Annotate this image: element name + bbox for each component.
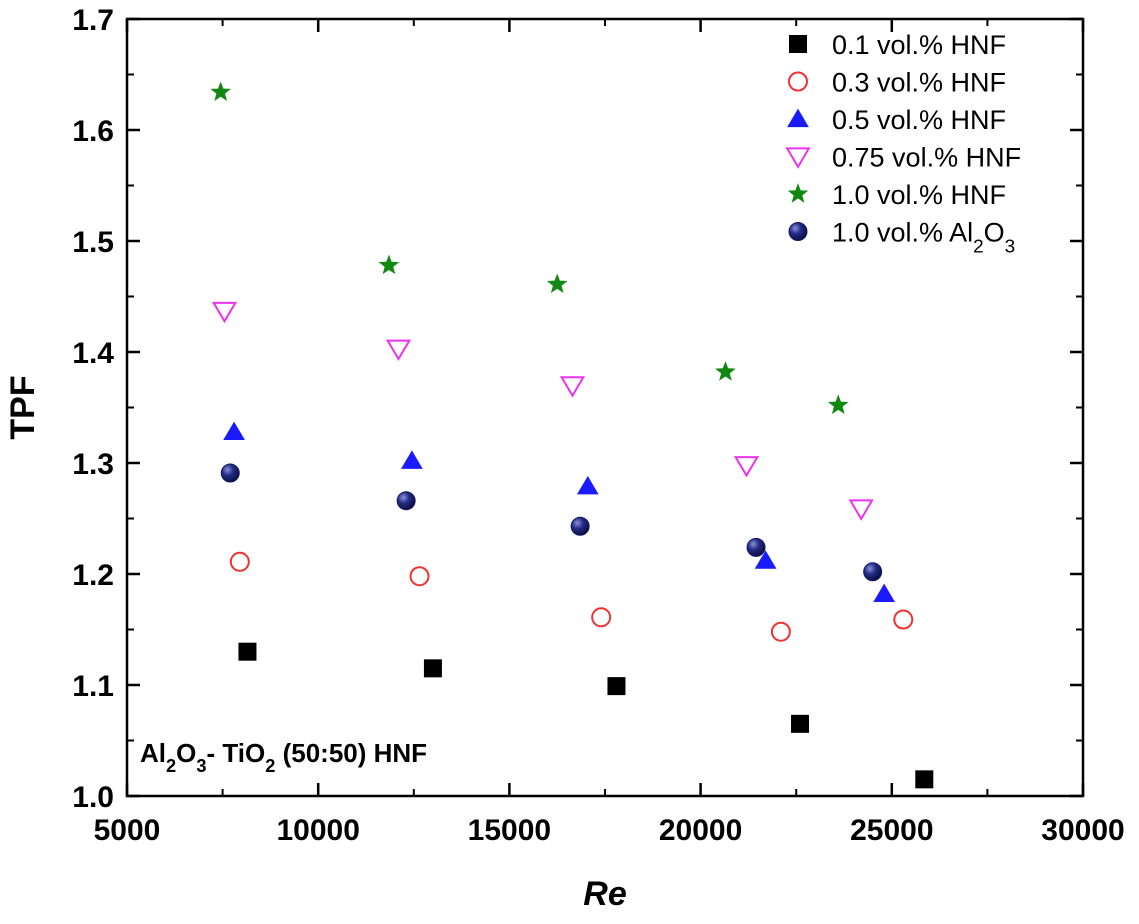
x-axis-title: Re xyxy=(583,875,626,913)
text-part: O xyxy=(176,738,196,768)
data-point xyxy=(873,583,896,603)
data-point xyxy=(607,677,626,696)
legend-item: 0.1 vol.% HNF xyxy=(789,30,1006,60)
legend-label: 0.5 vol.% HNF xyxy=(832,105,1006,135)
subscript: 2 xyxy=(265,756,275,776)
data-point xyxy=(423,659,442,678)
legend-item: 0.75 vol.% HNF xyxy=(785,143,1021,173)
series-6 xyxy=(220,463,883,582)
data-point xyxy=(378,254,400,275)
y-axis-title: TPF xyxy=(4,375,42,439)
y-tick-label: 1.5 xyxy=(72,226,114,259)
y-tick-label: 1.3 xyxy=(72,448,114,481)
text-part: Al xyxy=(140,738,166,768)
subscript: 3 xyxy=(196,756,206,776)
legend-marker xyxy=(785,147,811,169)
subscript: 2 xyxy=(166,756,176,776)
subscript: 2 xyxy=(973,236,984,257)
legend-label: 1.0 vol.% Al2O3 xyxy=(832,218,1015,258)
legend-item: 0.5 vol.% HNF xyxy=(787,105,1006,135)
data-point xyxy=(238,642,257,661)
data-point xyxy=(223,421,245,440)
legend: 0.1 vol.% HNF 0.3 vol.% HNF 0.5 vol.% HNF 0… xyxy=(785,30,1021,258)
legend-marker xyxy=(788,71,808,92)
text-part: 1.0 vol.% HNF xyxy=(832,180,1006,210)
y-tick-label: 1.0 xyxy=(72,781,114,814)
y-tick-label: 1.4 xyxy=(72,337,114,370)
legend-item: 0.3 vol.% HNF xyxy=(788,68,1006,98)
legend-label: 1.0 vol.% HNF xyxy=(832,180,1006,210)
data-point xyxy=(591,607,612,628)
data-point xyxy=(401,450,423,469)
legend-marker xyxy=(787,108,809,128)
data-point xyxy=(210,81,231,101)
x-tick-label: 5000 xyxy=(94,814,161,847)
data-point xyxy=(893,609,914,630)
legend-marker xyxy=(788,222,808,241)
legend-item: 1.0 vol.% HNF xyxy=(787,180,1006,210)
legend-label: 0.1 vol.% HNF xyxy=(832,30,1006,60)
text-part: 0.5 vol.% HNF xyxy=(832,105,1006,135)
data-point xyxy=(220,463,240,483)
legend-marker xyxy=(789,35,807,53)
data-point xyxy=(791,714,810,733)
x-tick-label: 30000 xyxy=(1041,814,1124,847)
x-tick-label: 25000 xyxy=(850,814,933,847)
data-point xyxy=(211,301,238,324)
y-tick-label: 1.1 xyxy=(72,670,114,703)
data-point xyxy=(733,456,760,478)
data-point xyxy=(559,376,586,398)
series-2 xyxy=(229,551,914,642)
text-part: 1.0 vol.% Al xyxy=(832,218,973,248)
data-point xyxy=(827,394,849,415)
x-tick-label: 20000 xyxy=(659,814,742,847)
data-point xyxy=(409,566,430,587)
series-1 xyxy=(238,642,934,789)
text-part: 0.1 vol.% HNF xyxy=(832,30,1006,60)
chart-annotation: Al2O3- TiO2 (50:50) HNF xyxy=(140,738,427,776)
x-tick-label: 15000 xyxy=(468,814,551,847)
series-3 xyxy=(223,421,896,603)
legend-label: 0.3 vol.% HNF xyxy=(832,68,1006,98)
text-part: (50:50) HNF xyxy=(275,738,427,768)
data-point xyxy=(770,621,791,642)
y-tick-label: 1.7 xyxy=(72,4,114,37)
plot-frame xyxy=(125,17,1085,798)
data-point xyxy=(570,516,590,536)
legend-label: 0.75 vol.% HNF xyxy=(832,143,1021,173)
series-5 xyxy=(210,81,849,415)
legend-marker xyxy=(787,183,809,203)
data-point xyxy=(863,562,883,582)
data-point xyxy=(385,339,412,361)
series-4 xyxy=(211,301,874,521)
data-point xyxy=(754,550,777,569)
data-point xyxy=(915,770,934,789)
data-point xyxy=(546,273,568,294)
data-point xyxy=(848,499,874,521)
data-point xyxy=(396,491,416,511)
data-point xyxy=(715,361,736,381)
x-tick-label: 10000 xyxy=(276,814,359,847)
data-point xyxy=(746,537,766,557)
text-part: 0.75 vol.% HNF xyxy=(832,143,1021,173)
data-point xyxy=(576,475,599,495)
y-tick-label: 1.6 xyxy=(72,115,114,148)
legend-item: 1.0 vol.% Al2O3 xyxy=(788,218,1015,258)
y-tick-label: 1.2 xyxy=(72,559,114,592)
text-part: - TiO xyxy=(206,738,265,768)
text-part: 0.3 vol.% HNF xyxy=(832,68,1006,98)
data-point xyxy=(229,551,250,572)
text-part: O xyxy=(984,218,1005,248)
subscript: 3 xyxy=(1005,236,1016,257)
